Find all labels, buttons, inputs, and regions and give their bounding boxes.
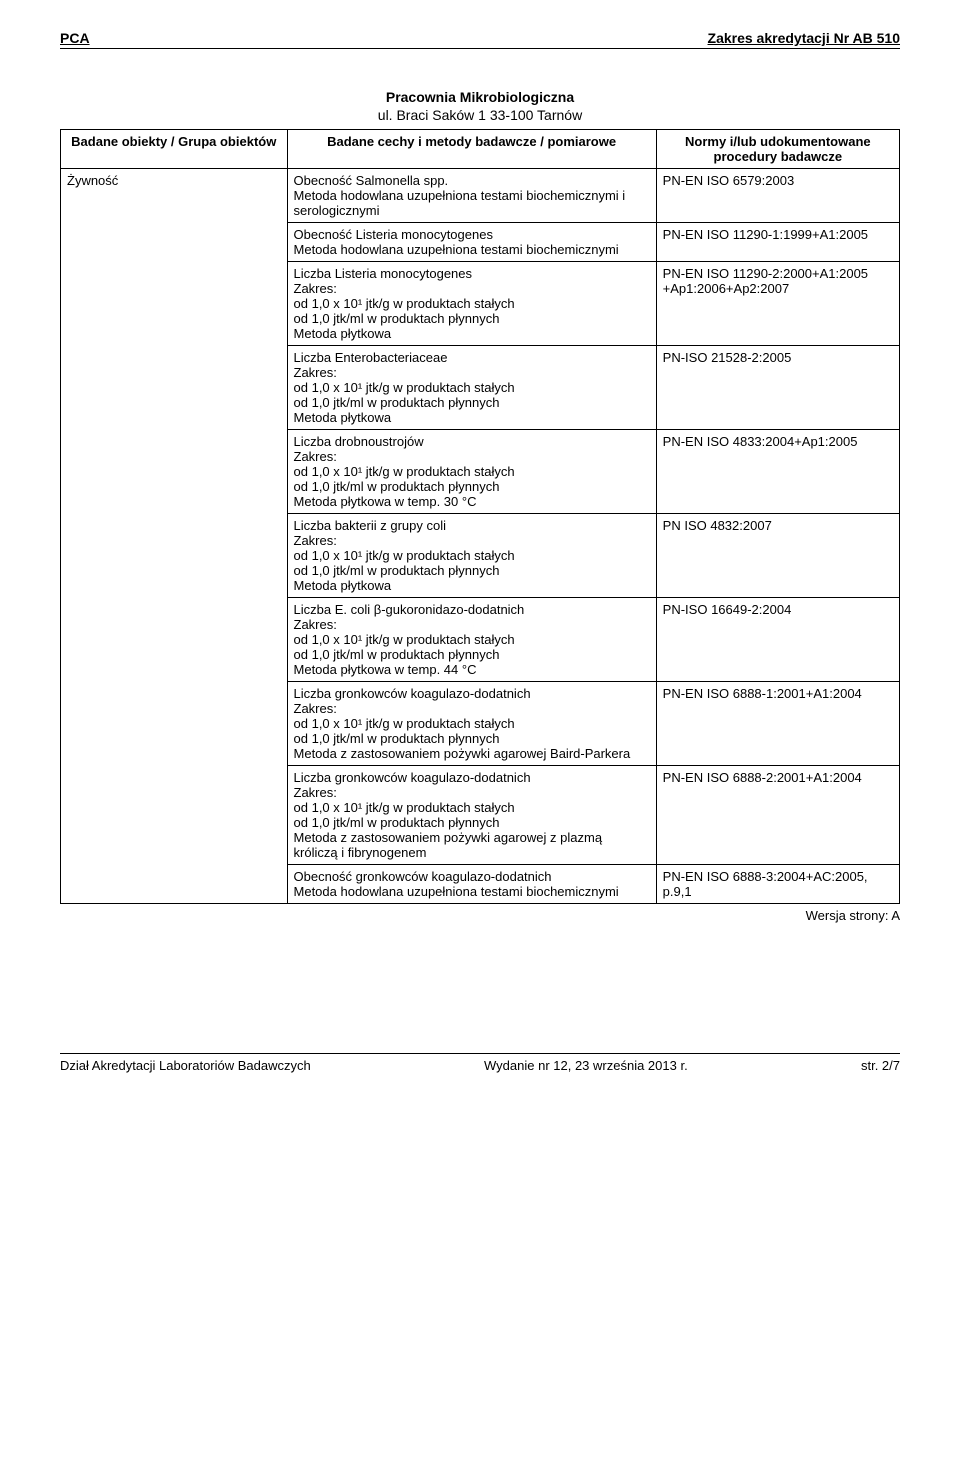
page-footer: Dział Akredytacji Laboratoriów Badawczyc…: [60, 1053, 900, 1073]
method-cell: Liczba gronkowców koagulazo-dodatnich Za…: [287, 682, 656, 766]
method-cell: Liczba E. coli β-gukoronidazo-dodatnich …: [287, 598, 656, 682]
page-header: PCA Zakres akredytacji Nr AB 510: [60, 30, 900, 49]
accreditation-table: Badane obiekty / Grupa obiektów Badane c…: [60, 129, 900, 904]
norm-cell: PN-EN ISO 11290-2:2000+A1:2005 +Ap1:2006…: [656, 262, 899, 346]
table-row: ŻywnośćObecność Salmonella spp. Metoda h…: [61, 169, 900, 223]
norm-cell: PN-EN ISO 4833:2004+Ap1:2005: [656, 430, 899, 514]
lab-title: Pracownia Mikrobiologiczna: [60, 89, 900, 105]
method-cell: Liczba Enterobacteriaceae Zakres: od 1,0…: [287, 346, 656, 430]
th-objects: Badane obiekty / Grupa obiektów: [61, 130, 288, 169]
version-label: Wersja strony: A: [60, 908, 900, 923]
method-cell: Liczba gronkowców koagulazo-dodatnich Za…: [287, 766, 656, 865]
norm-cell: PN-EN ISO 11290-1:1999+A1:2005: [656, 223, 899, 262]
norm-cell: PN-EN ISO 6888-1:2001+A1:2004: [656, 682, 899, 766]
method-cell: Obecność Salmonella spp. Metoda hodowlan…: [287, 169, 656, 223]
lab-address: ul. Braci Saków 1 33-100 Tarnów: [60, 107, 900, 123]
method-cell: Liczba bakterii z grupy coli Zakres: od …: [287, 514, 656, 598]
header-left: PCA: [60, 30, 90, 46]
norm-cell: PN-EN ISO 6888-3:2004+AC:2005, p.9,1: [656, 865, 899, 904]
norm-cell: PN ISO 4832:2007: [656, 514, 899, 598]
th-norms: Normy i/lub udokumentowane procedury bad…: [656, 130, 899, 169]
method-cell: Obecność Listeria monocytogenes Metoda h…: [287, 223, 656, 262]
th-methods: Badane cechy i metody badawcze / pomiaro…: [287, 130, 656, 169]
footer-left: Dział Akredytacji Laboratoriów Badawczyc…: [60, 1058, 311, 1073]
norm-cell: PN-ISO 16649-2:2004: [656, 598, 899, 682]
norm-cell: PN-ISO 21528-2:2005: [656, 346, 899, 430]
norm-cell: PN-EN ISO 6888-2:2001+A1:2004: [656, 766, 899, 865]
header-right: Zakres akredytacji Nr AB 510: [708, 30, 900, 46]
object-cell: Żywność: [61, 169, 288, 904]
norm-cell: PN-EN ISO 6579:2003: [656, 169, 899, 223]
method-cell: Obecność gronkowców koagulazo-dodatnich …: [287, 865, 656, 904]
method-cell: Liczba drobnoustrojów Zakres: od 1,0 x 1…: [287, 430, 656, 514]
footer-right: str. 2/7: [861, 1058, 900, 1073]
method-cell: Liczba Listeria monocytogenes Zakres: od…: [287, 262, 656, 346]
footer-center: Wydanie nr 12, 23 września 2013 r.: [484, 1058, 688, 1073]
